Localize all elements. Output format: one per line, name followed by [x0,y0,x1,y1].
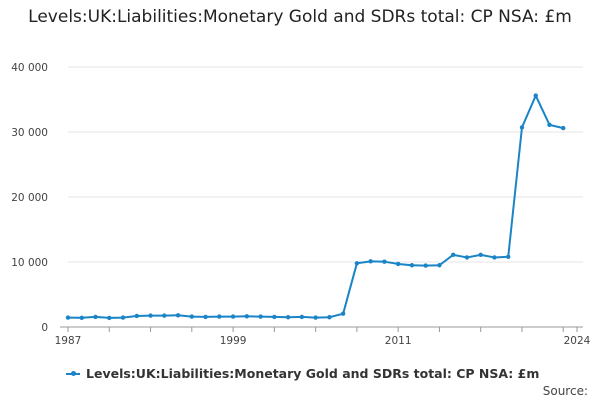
data-point[interactable] [203,314,208,320]
y-tick-label: 20 000 [11,192,48,204]
data-point[interactable] [382,259,387,264]
data-point[interactable] [134,313,139,319]
data-point[interactable] [217,314,222,319]
data-point[interactable] [299,314,305,320]
y-tick-label: 10 000 [11,257,48,269]
data-point[interactable] [65,315,71,320]
data-point[interactable] [258,314,263,319]
series [65,93,566,321]
data-point[interactable] [244,314,250,319]
data-point[interactable] [506,254,511,259]
data-point[interactable] [368,259,373,264]
gridlines [68,66,583,263]
x-tick-label: 2011 [385,335,412,347]
data-point[interactable] [395,261,401,267]
x-tick-label: 2024 [564,335,591,347]
data-point[interactable] [79,315,84,320]
data-point[interactable] [519,125,525,130]
legend-marker [71,370,76,376]
y-axis-ticks: 0 10 000 20 000 30 000 40 000 [11,62,48,334]
data-point[interactable] [162,313,167,318]
data-point[interactable] [107,315,112,321]
source-label: Source: [542,384,588,398]
x-axis-ticks: 1987 1999 2011 2024 [55,327,591,347]
chart-title: Levels:UK:Liabilities:Monetary Gold and … [28,7,572,27]
legend-label: Levels:UK:Liabilities:Monetary Gold and … [86,366,540,381]
data-point[interactable] [175,313,181,318]
y-tick-label: 30 000 [11,127,48,139]
data-point[interactable] [93,314,98,320]
data-point[interactable] [423,263,428,268]
data-point[interactable] [120,315,126,320]
data-point[interactable] [450,252,456,258]
data-point[interactable] [354,261,360,266]
data-point[interactable] [561,125,566,131]
legend[interactable]: Levels:UK:Liabilities:Monetary Gold and … [66,366,539,381]
x-tick-label: 1999 [220,335,247,347]
data-point[interactable] [272,314,277,320]
data-point[interactable] [533,93,538,98]
data-point[interactable] [492,255,497,260]
y-tick-label: 0 [41,322,48,334]
data-point[interactable] [409,263,415,268]
data-point[interactable] [148,313,153,318]
data-point[interactable] [189,314,195,319]
x-tick-label: 1987 [55,335,82,347]
data-point[interactable] [547,122,552,128]
data-point[interactable] [464,255,470,260]
legend-swatch [66,369,80,379]
data-point[interactable] [230,314,236,319]
data-point[interactable] [478,252,483,258]
data-point[interactable] [313,315,318,320]
data-point[interactable] [437,263,442,268]
data-point[interactable] [285,315,291,320]
y-tick-label: 40 000 [11,62,48,74]
data-point[interactable] [340,311,346,316]
data-point[interactable] [327,315,332,320]
series-line [67,94,564,319]
